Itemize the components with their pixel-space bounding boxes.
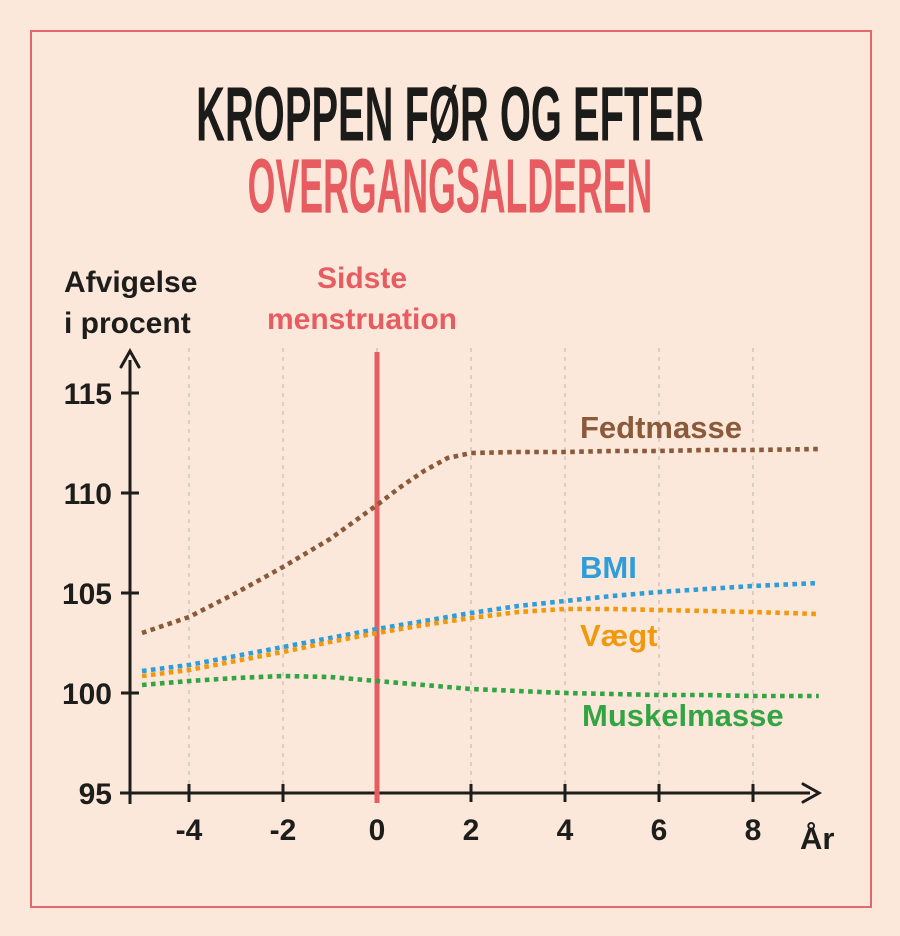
x-tick-label-2: 2 (463, 814, 480, 847)
x-tick-label-0: 0 (369, 814, 386, 847)
series-line-bmi (141, 580, 819, 674)
y-axis-label: Afvigelse i procent (64, 262, 197, 344)
title-line-2: OVERGANGSALDEREN (247, 143, 653, 229)
x-tick-label-4: 4 (557, 814, 574, 847)
series-label-muskelmasse: Muskelmasse (582, 698, 784, 733)
page-title: KROPPEN FØR OG EFTER OVERGANGSALDEREN (0, 74, 900, 229)
y-tick-label-100: 100 (62, 678, 112, 711)
series-line-muskelmasse (141, 673, 819, 699)
event-line-label-line-1: Sidste (316, 262, 408, 295)
title-line-1: KROPPEN FØR OG EFTER (196, 71, 704, 157)
x-tick-label--2: -2 (270, 814, 297, 847)
x-axis-arrow-icon (801, 782, 823, 804)
series-line-vgt (141, 606, 819, 679)
x-tick-label-6: 6 (651, 814, 668, 847)
x-tick-label--4: -4 (176, 814, 203, 847)
series-line-fedtmasse (141, 446, 819, 636)
series-label-bmi: BMI (580, 550, 637, 585)
y-tick-label-110: 110 (64, 478, 112, 511)
series-label-fedtmasse: Fedtmasse (580, 410, 742, 445)
x-tick-label-8: 8 (745, 814, 762, 847)
y-tick-label-115: 115 (64, 378, 112, 411)
x-axis-label: År (800, 821, 835, 856)
y-axis-label-line-2: i procent (64, 307, 191, 340)
series-label-vaegt: Vægt (580, 618, 658, 653)
y-tick-label-105: 105 (62, 578, 112, 611)
y-axis-label-line-1: Afvigelse (64, 266, 198, 299)
event-line-label-line-2: menstruation (266, 303, 458, 336)
y-tick-label-95: 95 (79, 778, 112, 811)
y-axis-arrow-icon (119, 347, 141, 369)
event-line-label: Sidste menstruation (267, 258, 457, 340)
